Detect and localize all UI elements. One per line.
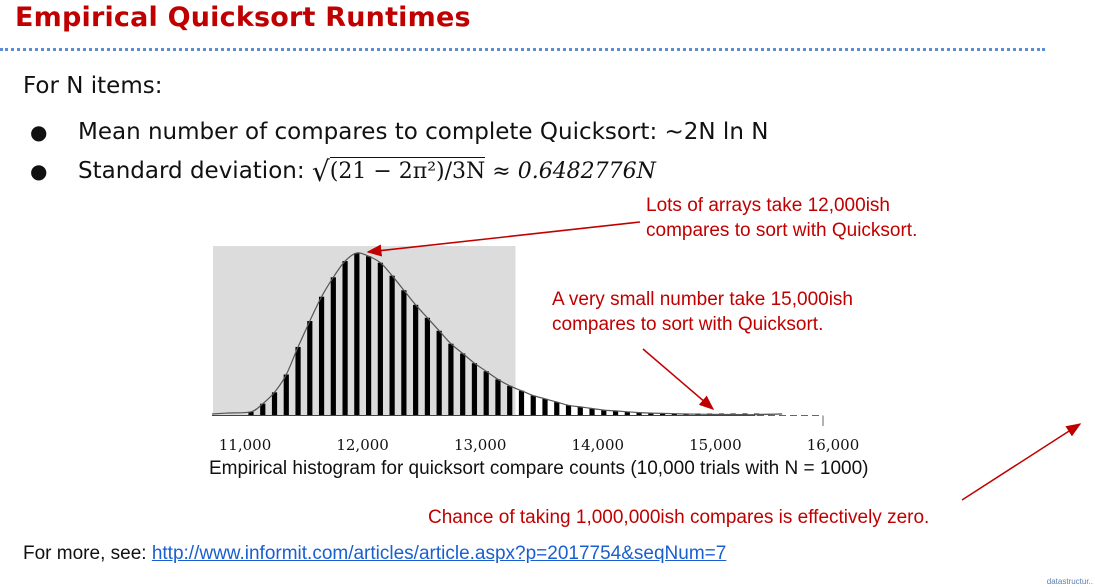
- histogram-bar: [589, 408, 595, 415]
- histogram-x-ticks: 11,000 12,000 13,000 14,000 15,000 16,000: [219, 436, 860, 454]
- bullet-std-text: Standard deviation:: [78, 158, 312, 184]
- histogram-bar: [460, 353, 466, 415]
- x-tick-label: 12,000: [336, 436, 389, 454]
- histogram-bar: [248, 411, 254, 415]
- histogram-bar: [271, 392, 278, 415]
- bullet-std: ● Standard deviation: √(21 − 2π²)/3N ≈ 0.…: [30, 155, 656, 188]
- histogram-bar: [518, 390, 525, 415]
- histogram-bar: [577, 406, 583, 415]
- histogram-bar: [295, 346, 301, 415]
- histogram-bar: [565, 405, 572, 415]
- histogram-bar: [424, 317, 430, 415]
- histogram-bar: [448, 343, 454, 415]
- sqrt-icon: √: [311, 155, 330, 188]
- histogram-bar: [530, 395, 536, 415]
- histogram-caption: Empirical histogram for quicksort compar…: [209, 458, 869, 479]
- histogram-bar: [542, 398, 548, 415]
- note-15000-line1: A very small number take 15,000ish: [552, 289, 853, 310]
- bullet-dot-icon: ●: [30, 159, 48, 183]
- informit-link[interactable]: http://www.informit.com/articles/article…: [151, 543, 727, 564]
- histogram-bar: [601, 410, 607, 415]
- histogram-bar: [624, 411, 630, 415]
- histogram-bar: [307, 321, 313, 415]
- note-12000: Lots of arrays take 12,000ish compares t…: [646, 193, 917, 243]
- histogram-bar: [260, 403, 266, 415]
- histogram-bar: [612, 410, 619, 415]
- arrow-to-peak: [366, 221, 641, 257]
- bullet-mean-text: Mean number of compares to complete Quic…: [78, 119, 769, 145]
- histogram-bar: [436, 330, 442, 415]
- histogram-bar: [554, 402, 560, 415]
- arrow-to-15000: [642, 348, 715, 410]
- intro-text: For N items:: [23, 73, 163, 99]
- arrow-offscreen: [961, 423, 1082, 501]
- histogram-bar: [330, 277, 336, 415]
- histogram-bar: [648, 413, 654, 415]
- histogram-bar: [401, 290, 407, 415]
- histogram-bar: [413, 304, 419, 415]
- x-tick-label: 14,000: [572, 436, 625, 454]
- histogram-shaded-region: [213, 246, 516, 416]
- corner-brand: datastructur..: [1046, 577, 1093, 586]
- histogram-bar: [366, 256, 372, 415]
- std-formula: √(21 − 2π²)/3N ≈ 0.6482776N: [312, 155, 656, 188]
- note-12000-line2: compares to sort with Quicksort.: [646, 220, 918, 241]
- x-tick-label: 11,000: [219, 436, 272, 454]
- density-curve: [211, 252, 783, 416]
- histogram-bar: [318, 296, 325, 415]
- note-million: Chance of taking 1,000,000ish compares i…: [428, 507, 930, 528]
- histogram-bar: [471, 363, 478, 415]
- x-tick-label: 13,000: [454, 436, 507, 454]
- std-formula-approx: ≈ 0.6482776N: [485, 159, 656, 184]
- histogram-bar: [354, 253, 360, 415]
- histogram-bar: [283, 374, 289, 415]
- histogram-bar: [389, 275, 395, 415]
- histogram-bar: [483, 371, 489, 415]
- histogram-bars: [248, 253, 760, 415]
- note-12000-line1: Lots of arrays take 12,000ish: [646, 195, 890, 216]
- x-tick-label: 15,000: [689, 436, 742, 454]
- histogram-bar: [507, 385, 513, 415]
- histogram-bar: [636, 412, 642, 415]
- x-tick-label: 16,000: [807, 436, 860, 454]
- std-formula-radicand: (21 − 2π²)/3N: [329, 157, 486, 184]
- histogram-bar: [377, 262, 383, 415]
- histogram-bar: [495, 379, 501, 415]
- bullet-mean: ● Mean number of compares to complete Qui…: [30, 119, 768, 145]
- histogram-bar: [660, 413, 666, 415]
- note-15000: A very small number take 15,000ish compa…: [552, 287, 853, 337]
- slide-title: Empirical Quicksort Runtimes: [15, 2, 471, 33]
- note-15000-line2: compares to sort with Quicksort.: [552, 314, 824, 335]
- more-info-label: For more, see:: [23, 543, 152, 564]
- title-divider: [0, 48, 1045, 51]
- bullet-dot-icon: ●: [30, 120, 48, 144]
- more-info-line: For more, see: http://www.informit.com/a…: [23, 543, 726, 565]
- histogram-bar: [342, 261, 348, 415]
